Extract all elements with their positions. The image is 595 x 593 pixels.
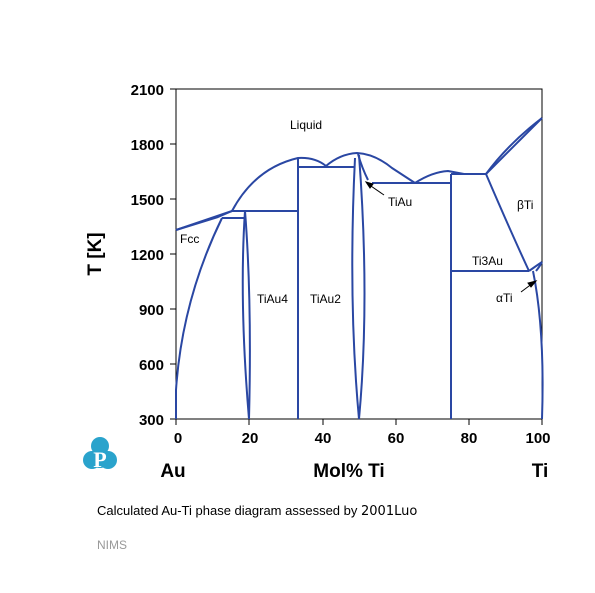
liquidus-dome-tiau2: [231, 156, 327, 212]
tiau4-left-boundary: [241, 210, 250, 420]
y-tick-label: 1500: [131, 192, 164, 209]
solidus-ti-side: [485, 117, 543, 175]
x-axis-right-element: Ti: [532, 461, 549, 482]
alpha-beta-boundary: [535, 261, 543, 272]
tiau-label: TiAu: [388, 195, 412, 209]
x-tick-label: 60: [388, 430, 405, 447]
y-tick-label: 1800: [131, 137, 164, 154]
x-tick-label: 40: [315, 430, 332, 447]
fcc-solvus: [175, 217, 223, 419]
tiau4-right-boundary: [244, 210, 251, 420]
tiau-left-boundary: [351, 157, 360, 420]
caption-text: Calculated Au-Ti phase diagram assessed …: [97, 503, 361, 518]
y-tick-label: 600: [139, 357, 164, 374]
figure-caption: Calculated Au-Ti phase diagram assessed …: [97, 503, 417, 519]
x-axis: [175, 419, 543, 425]
liquidus-ti-side: [485, 117, 543, 175]
tiau4-label: TiAu4: [257, 292, 288, 306]
y-tick-label: 900: [139, 302, 164, 319]
footer-credit: NIMS: [97, 538, 127, 552]
y-axis: [170, 88, 176, 420]
y-tick-label: 300: [139, 412, 164, 429]
phase-labels: Liquid Fcc TiAu4 TiAu2 TiAu Ti3Au βTi αT…: [180, 118, 533, 306]
fcc-label: Fcc: [180, 232, 199, 246]
liquidus-ti3au: [414, 170, 465, 184]
annotation-arrows: [364, 181, 538, 293]
x-tick-label: 100: [525, 430, 550, 447]
y-axis-title: T [K]: [85, 232, 106, 275]
svg-text:P: P: [93, 447, 106, 472]
fcc-solidus: [175, 210, 233, 231]
ti3au-label: Ti3Au: [472, 254, 503, 268]
y-tick-label: 2100: [131, 82, 164, 99]
x-tick-label: 0: [174, 430, 182, 447]
x-tick-label: 80: [461, 430, 478, 447]
beta-ti-label: βTi: [517, 198, 533, 212]
tiau-liquidus-branch: [357, 153, 369, 181]
tiau-right-boundary: [358, 154, 366, 420]
liquid-label: Liquid: [290, 118, 322, 132]
y-tick-label: 1200: [131, 247, 164, 264]
tiau2-label: TiAu2: [310, 292, 341, 306]
x-tick-label: 20: [242, 430, 259, 447]
phase-boundaries: [175, 117, 544, 420]
beta-ti-transus: [485, 173, 530, 272]
p-logo-icon: P: [83, 437, 117, 472]
alpha-ti-solvus: [532, 270, 544, 420]
x-axis-title: Mol% Ti: [313, 461, 384, 482]
alpha-ti-label: αTi: [496, 291, 513, 305]
x-tick-labels: 0 20 40 60 80 100: [174, 430, 551, 447]
x-axis-left-element: Au: [160, 461, 185, 482]
caption-source: 2001Luo: [361, 504, 418, 519]
y-tick-labels: 300 600 900 1200 1500 1800 2100: [131, 82, 164, 429]
liquidus-dome-tiau: [325, 152, 416, 184]
